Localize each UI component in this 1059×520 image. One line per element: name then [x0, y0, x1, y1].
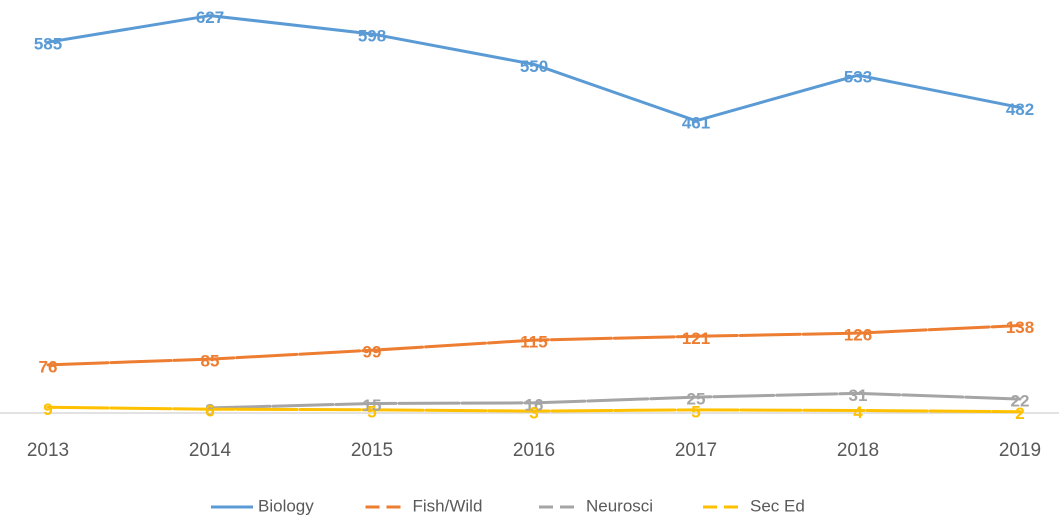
x-tick-label: 2019 — [999, 440, 1041, 461]
data-label: 598 — [358, 26, 386, 45]
series-line — [46, 405, 1022, 414]
data-label: 25 — [687, 390, 706, 409]
data-label: 16 — [525, 395, 544, 414]
data-label: 138 — [1006, 318, 1034, 337]
data-label: 126 — [844, 326, 872, 345]
series-line — [208, 391, 1022, 410]
legend-label: Neurosci — [586, 496, 653, 515]
data-label: 5 — [691, 402, 700, 421]
data-label: 85 — [201, 352, 220, 371]
data-label: 8 — [205, 400, 214, 419]
data-label: 6 — [205, 402, 214, 421]
legend-label: Sec Ed — [750, 496, 805, 515]
legend-label: Fish/Wild — [413, 496, 483, 515]
x-tick-label: 2017 — [675, 440, 717, 461]
data-label: 22 — [1011, 392, 1030, 411]
data-label: 15 — [363, 396, 382, 415]
data-label: 627 — [196, 8, 224, 27]
data-label: 121 — [682, 329, 710, 348]
series-line — [46, 14, 1022, 123]
data-label: 550 — [520, 57, 548, 76]
data-label: 76 — [39, 357, 58, 376]
x-tick-label: 2015 — [351, 440, 393, 461]
x-tick-label: 2016 — [513, 440, 555, 461]
data-label: 9 — [43, 400, 52, 419]
data-label: 31 — [849, 386, 868, 405]
data-label: 5 — [367, 402, 376, 421]
data-label: 2 — [1015, 404, 1024, 423]
data-label: 461 — [682, 113, 710, 132]
series-line — [46, 324, 1022, 367]
data-label: 533 — [844, 68, 872, 87]
data-label: 585 — [34, 35, 62, 54]
x-tick-label: 2014 — [189, 440, 232, 461]
data-label: 115 — [520, 333, 547, 352]
legend-label: Biology — [258, 496, 314, 515]
data-label: 99 — [363, 343, 382, 362]
data-label: 3 — [529, 404, 538, 423]
x-tick-label: 2013 — [27, 440, 69, 461]
data-label: 4 — [853, 403, 863, 422]
x-tick-label: 2018 — [837, 440, 879, 461]
data-label: 482 — [1006, 100, 1034, 119]
